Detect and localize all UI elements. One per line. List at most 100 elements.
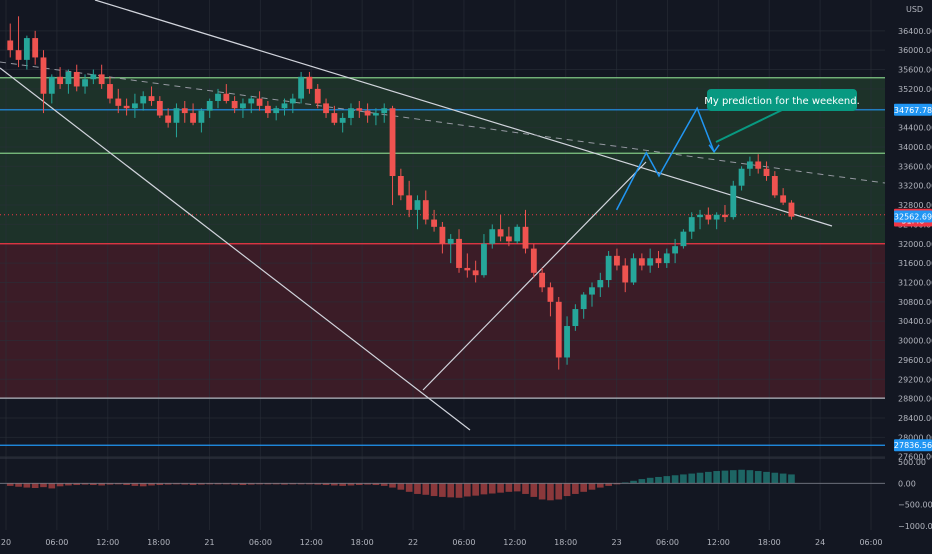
candle-body [281,103,288,109]
histogram-bar [613,483,621,485]
candle-body [746,161,753,169]
histogram-bar [746,470,754,484]
candle-body [339,117,346,123]
histogram-bar [31,483,39,488]
trendline-dashed[interactable] [0,61,886,184]
price-tick-label: 30400.00 [898,317,932,326]
histogram-bar [380,483,388,486]
histogram-bar [397,483,405,490]
price-tick-label: 30800.00 [898,298,932,307]
histogram-bar [439,483,446,497]
price-label-box[interactable] [894,439,932,452]
histogram-bar [306,483,313,485]
price-label-box[interactable] [894,210,932,223]
time-axis[interactable]: 20 06:00 12:00 18:00 21 06:00 12:00 18:00 22 06:0… [1,538,883,547]
histogram-bar [90,483,97,486]
time-tick-label: 12:00 [96,538,119,547]
candlestick-series [7,16,795,370]
candle-body [622,265,629,283]
histogram-bar [6,483,14,486]
histogram-bar [264,483,272,485]
histogram-bar [588,483,596,490]
candle-body [231,100,238,109]
candle-body [630,258,637,283]
candle-body [431,219,437,227]
candle-body [323,103,329,114]
histogram-bar [364,483,371,485]
time-tick-label: 06:00 [249,538,272,547]
price-tick-label: 36000.00 [898,46,932,55]
candle-body [57,76,64,85]
histogram-bar [630,480,637,484]
price-tick-label: 34400.00 [898,124,932,133]
candle-body [206,100,213,111]
histogram-bar [314,483,322,485]
candle-body [331,113,338,123]
histogram-bar [538,483,546,500]
histogram-bar [572,483,579,494]
prediction-callout[interactable]: My prediction for the weekend. [704,89,860,143]
trendline-lower-falling[interactable] [0,67,471,431]
histogram-bar [422,483,430,495]
histogram-bar [779,473,787,484]
histogram-bar [488,483,496,494]
histogram-bar [56,483,64,487]
price-tick-label: 28800.00 [898,395,932,404]
trendline-upper[interactable] [94,0,833,227]
time-tick-label: 24 [815,538,825,547]
histogram-bar [547,483,554,501]
candle-body [763,168,770,176]
time-tick-label: 18:00 [758,538,781,547]
histogram-bar [322,483,330,486]
candle-body [240,103,246,109]
histogram-bar [222,483,230,485]
candle-body [564,326,570,358]
histogram-bar [206,483,214,485]
price-label-box[interactable] [894,103,932,116]
candle-body [489,229,496,244]
candle-body [788,202,795,217]
candle-body [23,38,30,60]
histogram-bar [430,483,438,497]
time-tick-label: 12:00 [503,538,526,547]
candle-body [264,105,271,114]
candle-body [414,200,421,210]
candle-body [223,93,230,101]
price-tick-label: 36400.00 [898,27,932,36]
histogram-bar [231,483,238,485]
histogram-bar [156,483,164,486]
candle-body [422,200,429,220]
histogram-bar [198,483,205,485]
histogram-bar [347,483,355,486]
histogram-bar [131,483,139,486]
callout-pointer [715,109,783,143]
histogram-bar [405,483,413,492]
candle-body [555,301,562,358]
time-tick-label: 21 [204,538,214,547]
histogram-bar [480,483,488,495]
trendline-rising[interactable] [422,161,647,391]
candle-body [580,294,587,310]
candle-body [672,246,679,254]
trendline-drawings[interactable] [0,0,886,431]
histogram-bar [123,483,130,486]
candle-body [605,255,612,281]
candle-body [472,270,479,276]
candle-body [713,214,720,220]
candle-body [148,96,155,101]
oscillator-panel[interactable] [0,469,885,501]
histogram-bar [272,483,280,485]
prediction-polyline[interactable] [615,106,715,211]
histogram-bar [771,472,779,484]
candle-body [65,71,72,85]
prediction-path[interactable] [615,106,720,211]
candle-body [165,115,172,123]
price-label-text: 27836.56 [894,441,932,450]
candle-body [248,98,255,104]
candle-body [364,110,371,116]
histogram-bar [721,470,729,484]
histogram-bar [214,483,222,485]
price-tick-label: 31200.00 [898,278,932,287]
